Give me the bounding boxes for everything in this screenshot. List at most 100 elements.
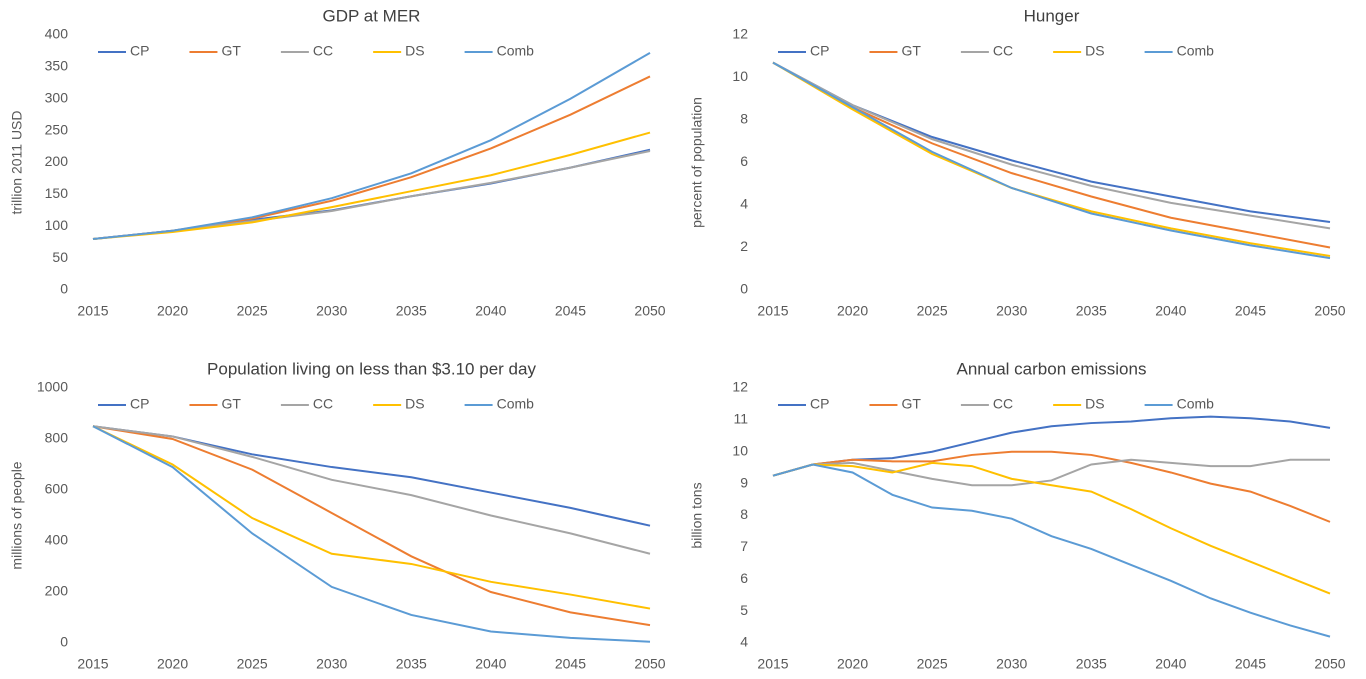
legend-label: Comb	[497, 396, 535, 412]
y-tick-label: 4	[740, 196, 748, 212]
y-tick-label: 200	[45, 583, 69, 599]
y-axis-label: billion tons	[689, 482, 705, 548]
y-tick-label: 150	[45, 185, 69, 201]
x-tick-label: 2015	[77, 656, 108, 672]
series-line	[92, 131, 651, 240]
x-tick-label: 2050	[1314, 303, 1345, 319]
x-tick-label: 2050	[634, 303, 665, 319]
x-tick-label: 2025	[237, 656, 268, 672]
legend-label: CC	[993, 396, 1013, 412]
x-tick-label: 2040	[1155, 656, 1186, 672]
y-axis-label: percent of population	[689, 97, 705, 228]
x-tick-label: 2045	[555, 656, 586, 672]
x-tick-label: 2015	[757, 303, 788, 319]
legend-label: CC	[993, 43, 1013, 59]
y-tick-label: 5	[740, 602, 748, 618]
y-tick-label: 9	[740, 474, 748, 490]
chart: GDP at MER trillion 2011 USD 0 50 100 150 200 2…	[9, 6, 666, 318]
legend-label: CP	[810, 396, 829, 412]
legend-label: DS	[405, 43, 424, 59]
x-tick-label: 2015	[757, 656, 788, 672]
series-line	[92, 51, 651, 240]
legend-label: GT	[901, 43, 921, 59]
y-tick-label: 300	[45, 89, 69, 105]
series-line	[772, 61, 1331, 257]
y-tick-label: 350	[45, 58, 69, 74]
x-tick-label: 2030	[996, 656, 1027, 672]
series-line	[92, 425, 651, 627]
series-line	[772, 61, 1331, 230]
x-tick-label: 2050	[1314, 656, 1345, 672]
y-tick-label: 50	[52, 249, 68, 265]
series-line	[92, 425, 651, 555]
legend-label: GT	[221, 43, 241, 59]
series-line	[92, 425, 651, 643]
x-tick-label: 2025	[917, 656, 948, 672]
legend-label: Comb	[497, 43, 535, 59]
x-tick-label: 2045	[555, 303, 586, 319]
series-line	[772, 450, 1331, 523]
series-line	[92, 148, 651, 240]
legend-label: CP	[810, 43, 829, 59]
x-tick-label: 2035	[396, 656, 427, 672]
legend-label: CC	[313, 396, 333, 412]
y-tick-label: 6	[740, 570, 748, 586]
x-tick-label: 2020	[157, 656, 188, 672]
x-tick-label: 2015	[77, 303, 108, 319]
x-tick-label: 2030	[316, 303, 347, 319]
x-tick-label: 2045	[1235, 656, 1266, 672]
legend-label: DS	[1085, 43, 1104, 59]
y-tick-label: 12	[732, 26, 748, 42]
x-tick-label: 2020	[157, 303, 188, 319]
chart-title: Population living on less than $3.10 per…	[207, 359, 536, 378]
legend-label: DS	[1085, 396, 1104, 412]
x-tick-label: 2040	[475, 303, 506, 319]
y-tick-label: 8	[740, 111, 748, 127]
x-tick-label: 2030	[316, 656, 347, 672]
y-tick-label: 10	[732, 442, 748, 458]
x-tick-label: 2035	[396, 303, 427, 319]
y-tick-label: 0	[60, 281, 68, 297]
y-tick-label: 10	[732, 68, 748, 84]
y-tick-label: 800	[45, 430, 69, 446]
x-tick-label: 2025	[917, 303, 948, 319]
y-tick-label: 600	[45, 481, 69, 497]
y-tick-label: 200	[45, 153, 69, 169]
series-line	[92, 425, 651, 610]
legend-label: GT	[901, 396, 921, 412]
series-line	[772, 61, 1331, 223]
x-tick-label: 2020	[837, 303, 868, 319]
series-line	[772, 461, 1331, 595]
chart-title: Annual carbon emissions	[957, 359, 1147, 378]
x-tick-label: 2020	[837, 656, 868, 672]
y-tick-label: 11	[733, 411, 748, 427]
chart: Hunger percent of population 0 2 4 6 8 10 12 2015…	[689, 6, 1346, 318]
series-line	[772, 463, 1331, 638]
x-tick-label: 2035	[1076, 656, 1107, 672]
x-tick-label: 2035	[1076, 303, 1107, 319]
y-tick-label: 8	[740, 506, 748, 522]
chart-title: GDP at MER	[323, 6, 421, 25]
series-line	[92, 150, 651, 240]
legend-label: DS	[405, 396, 424, 412]
chart: Annual carbon emissions billion tons 4 5 6 7 8…	[689, 359, 1346, 671]
x-tick-label: 2040	[1155, 303, 1186, 319]
y-tick-label: 7	[740, 538, 748, 554]
x-tick-label: 2045	[1235, 303, 1266, 319]
series-line	[772, 458, 1330, 487]
y-tick-label: 100	[45, 217, 69, 233]
chart-title: Hunger	[1024, 6, 1080, 25]
y-tick-label: 0	[740, 281, 748, 297]
x-tick-label: 2040	[475, 656, 506, 672]
y-tick-label: 250	[45, 121, 69, 137]
chart: Population living on less than $3.10 per…	[9, 359, 666, 671]
legend-label: Comb	[1177, 396, 1215, 412]
y-tick-label: 2	[740, 238, 748, 254]
y-tick-label: 400	[45, 532, 69, 548]
legend-label: Comb	[1177, 43, 1215, 59]
legend-label: CP	[130, 396, 149, 412]
y-tick-label: 4	[740, 634, 748, 650]
y-tick-label: 1000	[37, 379, 68, 395]
y-tick-label: 0	[60, 634, 68, 650]
